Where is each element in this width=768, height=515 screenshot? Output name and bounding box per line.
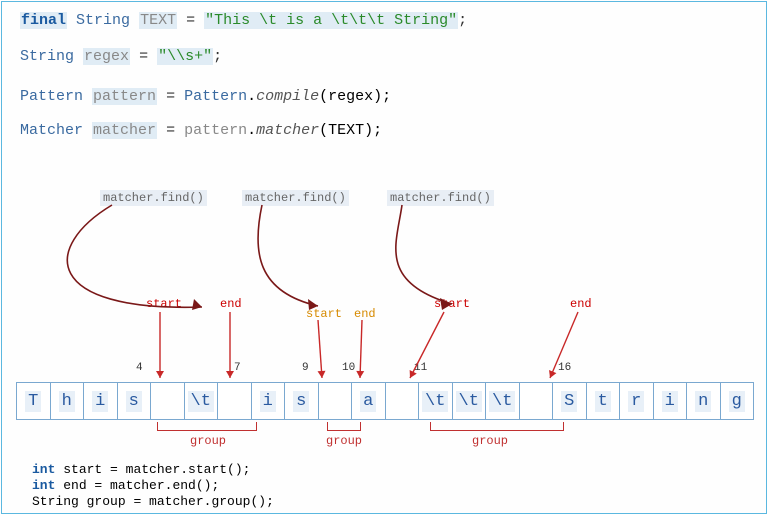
code-bottom-2: int end = matcher.end(); [32, 478, 219, 493]
char-cell [385, 382, 420, 420]
group-bracket [430, 422, 564, 431]
index-number: 11 [414, 362, 427, 374]
char-cell: s [284, 382, 319, 420]
group-label: group [190, 434, 226, 448]
index-number: 7 [234, 362, 241, 374]
char-cell [318, 382, 353, 420]
index-number: 4 [136, 362, 143, 374]
start-end-label: start [146, 297, 182, 311]
char-cell: i [653, 382, 688, 420]
char-cell [150, 382, 185, 420]
kw-final: final [20, 12, 67, 29]
char-cell: h [50, 382, 85, 420]
find-label: matcher.find() [387, 190, 494, 206]
find-label: matcher.find() [242, 190, 349, 206]
code-line-1: final String TEXT = "This \t is a \t\t\t… [20, 12, 467, 29]
group-label: group [472, 434, 508, 448]
str-text: "This \t is a \t\t\t String" [204, 12, 458, 29]
char-cell [217, 382, 252, 420]
group-bracket [327, 422, 361, 431]
find-label: matcher.find() [100, 190, 207, 206]
diagram-frame: final String TEXT = "This \t is a \t\t\t… [1, 1, 767, 514]
start-end-label: start [434, 297, 470, 311]
index-number: 16 [558, 362, 571, 374]
var-text: TEXT [139, 12, 177, 29]
char-cell: \t [452, 382, 487, 420]
code-line-3: Pattern pattern = Pattern.compile(regex)… [20, 88, 391, 105]
index-number: 9 [302, 362, 309, 374]
char-cell: S [552, 382, 587, 420]
arrow-layer [2, 2, 766, 513]
code-line-4: Matcher matcher = pattern.matcher(TEXT); [20, 122, 382, 139]
group-label: group [326, 434, 362, 448]
char-cell: \t [485, 382, 520, 420]
char-cell: \t [184, 382, 219, 420]
char-cell: T [16, 382, 51, 420]
start-end-label: end [220, 297, 242, 311]
start-end-label: end [570, 297, 592, 311]
char-cell: i [83, 382, 118, 420]
char-cell: g [720, 382, 755, 420]
char-cell: t [586, 382, 621, 420]
char-cell: \t [418, 382, 453, 420]
char-cells-row: This\tisa\t\t\tString [16, 382, 753, 420]
char-cell: a [351, 382, 386, 420]
group-bracket [157, 422, 257, 431]
code-line-2: String regex = "\\s+"; [20, 48, 222, 65]
char-cell: r [619, 382, 654, 420]
type-string: String [76, 12, 130, 29]
char-cell: i [251, 382, 286, 420]
index-number: 10 [342, 362, 355, 374]
char-cell: n [686, 382, 721, 420]
char-cell [519, 382, 554, 420]
code-bottom-1: int start = matcher.start(); [32, 462, 250, 477]
op-eq: = [186, 12, 195, 29]
start-end-label: end [354, 307, 376, 321]
char-cell: s [117, 382, 152, 420]
code-bottom-3: String group = matcher.group(); [32, 494, 274, 509]
start-end-label: start [306, 307, 342, 321]
